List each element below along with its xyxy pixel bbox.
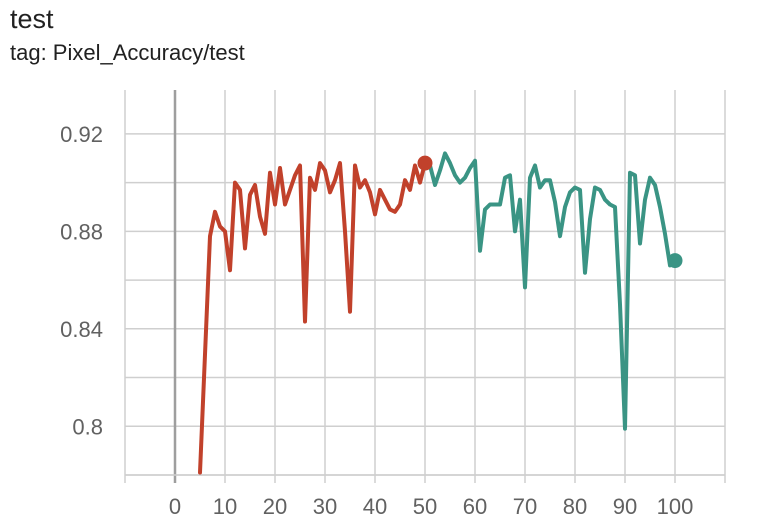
series-end-point-1: [417, 155, 433, 171]
series-lines: [198, 151, 677, 475]
x-tick-label: 30: [313, 494, 337, 519]
grid-lines: [124, 90, 726, 483]
y-tick-label: 0.92: [60, 122, 103, 147]
x-tick-label: 20: [263, 494, 287, 519]
series-line-1: [198, 161, 427, 475]
tick-labels: 0 10 20 30 40 50 60 70 80 90 100 0.8 0.84 0.88 0.92: [60, 122, 693, 519]
x-tick-label: 70: [513, 494, 537, 519]
x-tick-label: 50: [413, 494, 437, 519]
x-tick-label: 60: [463, 494, 487, 519]
y-tick-label: 0.84: [60, 317, 103, 342]
y-tick-label: 0.88: [60, 219, 103, 244]
axes: [125, 90, 725, 483]
x-tick-label: 90: [613, 494, 637, 519]
x-tick-label: 0: [169, 494, 181, 519]
chart-title: test: [10, 4, 54, 34]
x-tick-label: 10: [213, 494, 237, 519]
series-end-markers: [417, 155, 683, 269]
y-tick-label: 0.8: [72, 414, 103, 439]
x-tick-label: 100: [657, 494, 694, 519]
x-tick-label: 80: [563, 494, 587, 519]
chart-tag-subtitle: tag: Pixel_Accuracy/test: [10, 40, 245, 65]
series-end-point-2: [667, 253, 683, 269]
series-line-2: [423, 151, 677, 431]
x-tick-label: 40: [363, 494, 387, 519]
